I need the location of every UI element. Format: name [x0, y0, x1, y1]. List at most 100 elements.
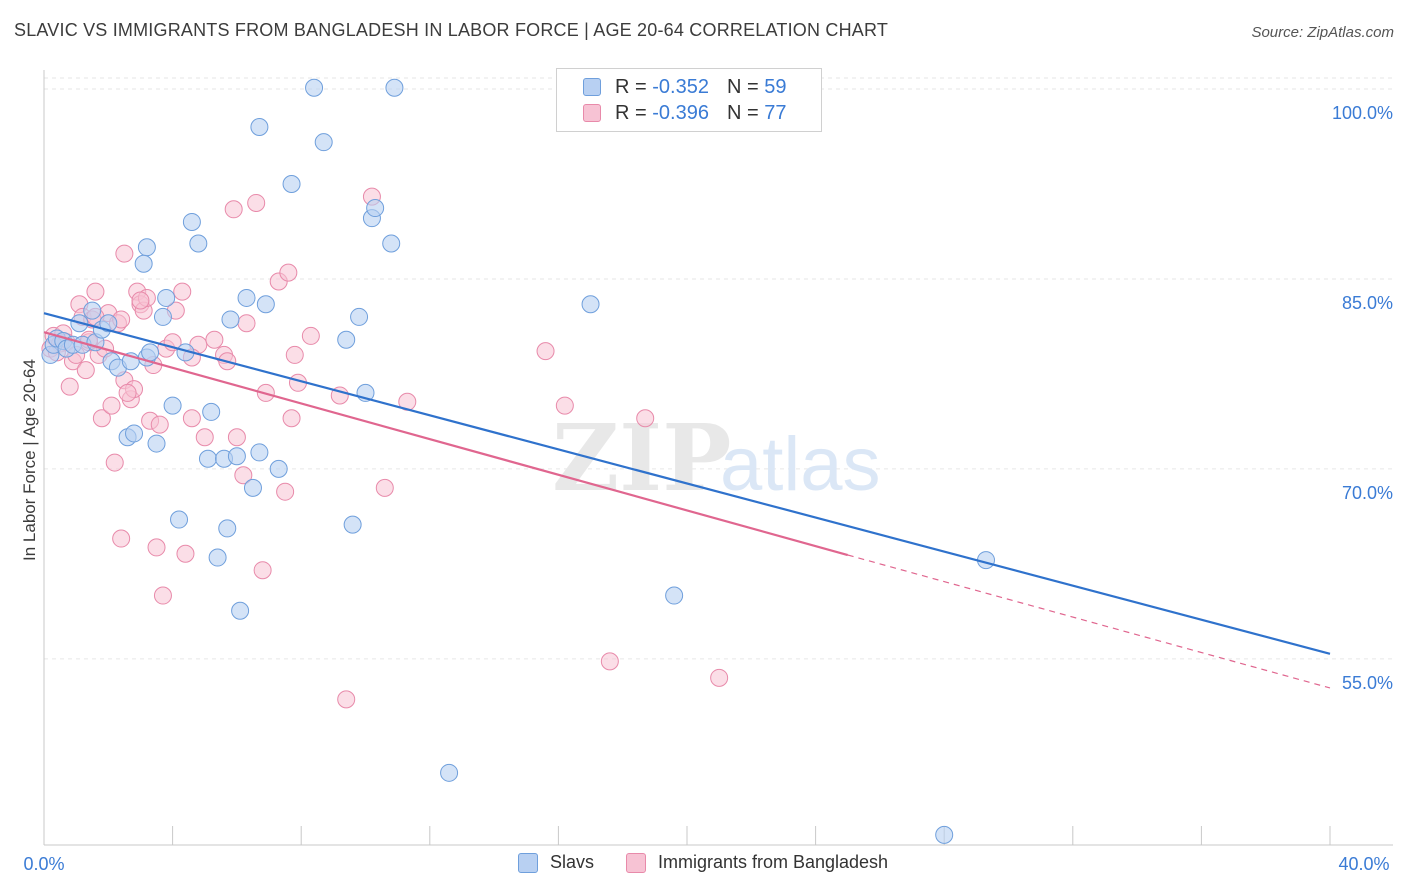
bangladesh-point [301, 326, 320, 345]
slavs-point [385, 78, 404, 97]
axes [43, 70, 1393, 846]
bangladesh-point [131, 291, 150, 310]
slavs-point [147, 434, 166, 453]
tick-labels: 55.0% 70.0% 85.0% 100.0% 0.0% 40.0% [23, 103, 1393, 874]
bangladesh-point [112, 529, 131, 548]
slavs-point [141, 343, 160, 362]
legend-r-label: R = [615, 75, 647, 98]
y-tick-label: 70.0% [1342, 483, 1393, 503]
watermark-atlas: atlas [720, 422, 881, 507]
bangladesh-swatch [583, 104, 601, 122]
slavs-point [99, 314, 118, 333]
slavs-point [237, 288, 256, 307]
series-legend: Slavs Immigrants from Bangladesh [0, 852, 1406, 873]
legend-row-bangladesh: R = -0.396 N = 77 [583, 101, 786, 125]
bangladesh-point [153, 586, 172, 605]
slavs-point [282, 174, 301, 193]
slavs-point [221, 310, 240, 329]
y-tick-label: 85.0% [1342, 293, 1393, 313]
bangladesh-point [173, 282, 192, 301]
slavs-point [250, 443, 269, 462]
legend-r-value: -0.396 [652, 101, 709, 124]
slavs-point [256, 295, 275, 314]
x-tick-label: 0.0% [23, 854, 64, 874]
bangladesh-point [276, 482, 295, 501]
bangladesh-point [60, 377, 79, 396]
slavs-point [665, 586, 684, 605]
bangladesh-point [150, 415, 169, 434]
slavs-point [581, 295, 600, 314]
y-tick-label: 55.0% [1342, 673, 1393, 693]
series-slavs-points [41, 78, 995, 844]
slavs-point [337, 330, 356, 349]
slavs-point [182, 212, 201, 231]
legend-r-label: R = [615, 101, 647, 124]
bangladesh-point [600, 652, 619, 671]
slavs-point [83, 301, 102, 320]
trend-lines [43, 312, 1331, 689]
bangladesh-point [337, 690, 356, 709]
slavs-point [305, 78, 324, 97]
legend-n-value: 59 [764, 75, 787, 98]
bangladesh-point [234, 466, 253, 485]
legend-row-slavs: R = -0.352 N = 59 [583, 75, 786, 99]
bangladesh-point [147, 538, 166, 557]
slavs-point [250, 117, 269, 136]
slavs-trend-line [43, 312, 1331, 655]
slavs-point [189, 234, 208, 253]
slavs-point [343, 515, 362, 534]
slavs-point [198, 449, 217, 468]
slavs-point [137, 238, 156, 257]
bangladesh-point [247, 193, 266, 212]
bangladesh-point [224, 200, 243, 219]
slavs-point [350, 307, 369, 326]
gridlines [44, 77, 1393, 660]
slavs-point [382, 234, 401, 253]
bangladesh-point [710, 668, 729, 687]
bangladesh-point [555, 396, 574, 415]
bangladesh-point [105, 453, 124, 472]
slavs-point [163, 396, 182, 415]
slavs-point [218, 519, 237, 538]
bangladesh-point [86, 282, 105, 301]
slavs-point [366, 199, 385, 218]
slavs-point [243, 478, 262, 497]
slavs-legend-swatch [517, 852, 538, 873]
legend-item-label: Immigrants from Bangladesh [657, 852, 889, 872]
bangladesh-point [76, 361, 95, 380]
slavs-point [170, 510, 189, 529]
bangladesh-point [279, 263, 298, 282]
chart-source: Source: ZipAtlas.com [1251, 24, 1394, 41]
bangladesh-point [102, 396, 121, 415]
bangladesh-point [118, 383, 137, 402]
bangladesh-trend-line [43, 331, 849, 557]
bangladesh-point [636, 409, 655, 428]
legend-item-slavs[interactable]: Slavs [517, 852, 594, 873]
bangladesh-trend-extension [847, 554, 1331, 689]
legend-item-bangladesh[interactable]: Immigrants from Bangladesh [625, 852, 889, 873]
slavs-point [314, 133, 333, 152]
slavs-point [935, 825, 954, 844]
slavs-point [202, 402, 221, 421]
legend-item-label: Slavs [549, 852, 594, 872]
bangladesh-point [115, 244, 134, 263]
slavs-point [440, 763, 459, 782]
bangladesh-point [536, 342, 555, 361]
slavs-point [125, 424, 144, 443]
bangladesh-point [92, 409, 111, 428]
legend-r-value: -0.352 [652, 75, 709, 98]
bangladesh-point [176, 544, 195, 563]
bangladesh-point [195, 428, 214, 447]
slavs-point [134, 254, 153, 273]
bangladesh-point [227, 428, 246, 447]
slavs-point [157, 288, 176, 307]
slavs-point [269, 459, 288, 478]
bangladesh-point [182, 409, 201, 428]
legend-n-label: N = [726, 75, 759, 98]
y-tick-label: 100.0% [1332, 103, 1393, 123]
bangladesh-point [375, 478, 394, 497]
chart-title: SLAVIC VS IMMIGRANTS FROM BANGLADESH IN … [14, 20, 889, 40]
bangladesh-legend-swatch [625, 852, 646, 873]
bangladesh-point [282, 409, 301, 428]
slavs-swatch [583, 78, 601, 96]
